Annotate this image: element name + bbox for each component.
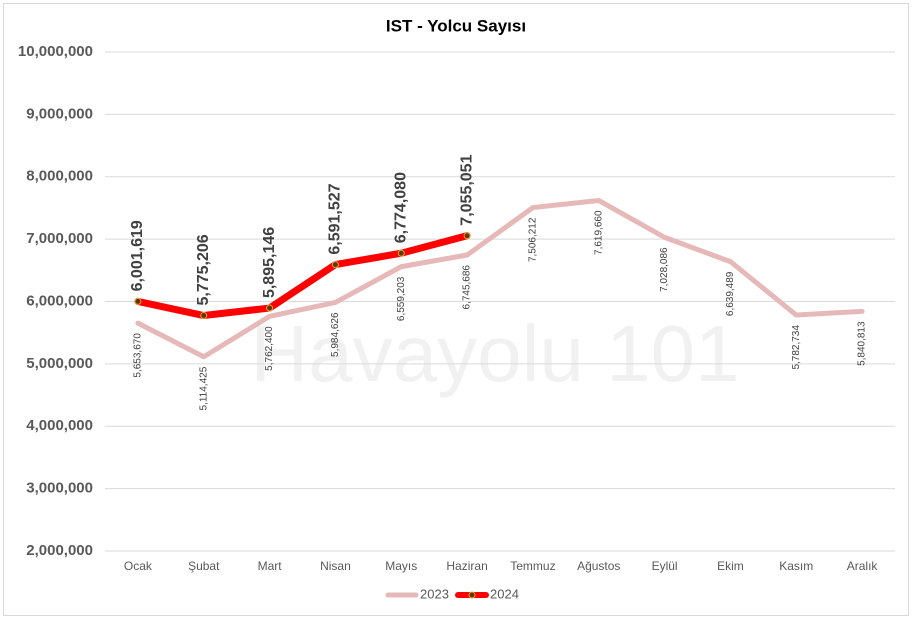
series-line [134,232,471,320]
data-label: 6,774,080 [392,172,409,243]
data-label: 5,762,400 [264,326,275,371]
x-tick-label: Ocak [124,559,153,573]
data-label: 7,619,660 [593,210,604,255]
x-tick-label: Kasım [779,559,813,573]
point-marker [134,297,142,305]
legend-label: 2024 [490,586,519,601]
data-label: 7,028,086 [659,247,670,292]
x-tick-label: Mayıs [385,559,417,573]
y-tick-label: 9,000,000 [26,105,93,122]
chart-title: IST - Yolcu Sayısı [386,16,526,35]
x-tick-label: Mart [258,559,283,573]
x-tick-label: Haziran [446,559,487,573]
legend-label: 2023 [420,586,449,601]
series-line [135,197,865,360]
y-tick-label: 10,000,000 [18,43,93,60]
data-label: 6,591,527 [327,183,344,254]
data-label: 7,506,212 [528,217,539,262]
data-label: 5,984,626 [330,312,341,357]
data-label: 5,114,425 [198,366,209,410]
y-tick-label: 6,000,000 [26,292,93,309]
data-label: 5,782,734 [791,325,802,370]
y-tick-label: 4,000,000 [26,417,93,434]
point-marker [266,304,274,312]
x-tick-label: Nisan [320,559,351,573]
chart-border [3,3,909,616]
data-label: 7,055,051 [458,154,475,225]
point-marker [331,261,339,269]
data-label: 6,001,619 [129,220,146,291]
y-tick-label: 5,000,000 [26,355,93,372]
x-tick-label: Ekim [717,559,744,573]
x-tick-label: Ağustos [577,559,620,573]
data-label: 5,653,670 [133,333,144,378]
data-label: 5,840,813 [857,321,868,366]
point-marker [200,312,208,320]
data-label: 5,775,206 [195,234,212,305]
x-tick-label: Şubat [188,559,220,573]
y-tick-label: 3,000,000 [26,480,93,497]
x-tick-label: Aralık [847,559,879,573]
data-label: 6,745,686 [462,265,473,310]
legend-marker [468,591,476,599]
y-tick-label: 8,000,000 [26,168,93,185]
x-tick-label: Temmuz [510,559,555,573]
point-marker [397,249,405,257]
data-label: 6,639,489 [725,271,736,316]
data-label: 6,559,203 [396,276,407,321]
y-tick-label: 2,000,000 [26,542,93,559]
x-tick-label: Eylül [652,559,678,573]
watermark: Havayolu 101 [250,309,739,398]
point-marker [463,232,471,240]
data-label: 5,895,146 [261,227,278,298]
y-tick-label: 7,000,000 [26,230,93,247]
